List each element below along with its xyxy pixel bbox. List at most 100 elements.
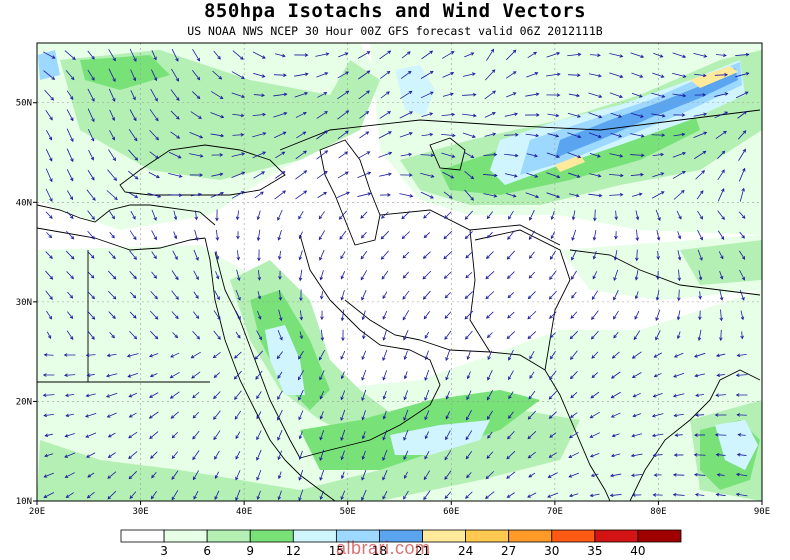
wind-vector-arrow-icon bbox=[613, 250, 618, 261]
wind-vector-arrow-icon bbox=[129, 330, 138, 340]
wind-vector-arrow-icon bbox=[85, 393, 96, 398]
wind-vector-arrow-icon bbox=[191, 371, 201, 379]
wind-vector-arrow-icon bbox=[172, 332, 179, 339]
wind-vector-arrow-icon bbox=[697, 249, 703, 261]
wind-vector-arrow-icon bbox=[589, 493, 600, 498]
wind-vector-arrow-icon bbox=[150, 88, 158, 102]
wind-vector-arrow-icon bbox=[256, 449, 262, 461]
wind-vector-arrow-icon bbox=[568, 432, 579, 439]
wind-vector-arrow-icon bbox=[277, 390, 283, 400]
isotach-band-light-blue bbox=[395, 65, 435, 115]
wind-vector-arrow-icon bbox=[529, 209, 535, 221]
wind-vector-arrow-icon bbox=[526, 172, 539, 178]
colorbar-swatch bbox=[249, 529, 294, 543]
wind-vector-arrow-icon bbox=[256, 469, 262, 481]
wind-vector-arrow-icon bbox=[672, 170, 686, 179]
colorbar-label: 24 bbox=[458, 544, 473, 558]
wind-vector-arrow-icon bbox=[151, 251, 157, 260]
wind-vector-arrow-icon bbox=[170, 89, 180, 102]
wind-vector-arrow-icon bbox=[697, 210, 703, 220]
wind-vector-arrow-icon bbox=[613, 331, 619, 339]
wind-vector-arrow-icon bbox=[504, 112, 519, 117]
wind-vector-arrow-icon bbox=[656, 229, 661, 241]
wind-vector-arrow-icon bbox=[613, 289, 619, 301]
wind-vector-arrow-icon bbox=[150, 451, 158, 459]
wind-vector-arrow-icon bbox=[315, 52, 330, 57]
wind-vector-arrow-icon bbox=[235, 289, 241, 301]
wind-vector-arrow-icon bbox=[442, 92, 454, 97]
wind-vector-arrow-icon bbox=[151, 209, 157, 221]
wind-vector-arrow-icon bbox=[318, 230, 326, 241]
wind-vector-arrow-icon bbox=[192, 48, 200, 62]
wind-vector-arrow-icon bbox=[213, 430, 221, 441]
wind-vector-arrow-icon bbox=[506, 92, 517, 98]
lon-tick-label: 30E bbox=[132, 507, 148, 517]
wind-vector-arrow-icon bbox=[441, 112, 456, 117]
wind-vector-arrow-icon bbox=[106, 373, 118, 378]
wind-vector-arrow-icon bbox=[148, 172, 160, 179]
wind-vector-arrow-icon bbox=[189, 131, 204, 139]
wind-vector-arrow-icon bbox=[129, 491, 137, 500]
wind-vector-arrow-icon bbox=[528, 230, 536, 241]
wind-vector-arrow-icon bbox=[632, 413, 642, 418]
wind-vector-arrow-icon bbox=[630, 172, 644, 177]
wind-vectors bbox=[42, 48, 750, 501]
wind-vector-arrow-icon bbox=[256, 411, 262, 420]
wind-vector-arrow-icon bbox=[547, 492, 559, 498]
wind-vector-arrow-icon bbox=[382, 449, 388, 461]
wind-vector-arrow-icon bbox=[46, 232, 53, 239]
wind-vector-arrow-icon bbox=[357, 192, 372, 197]
wind-vector-arrow-icon bbox=[361, 310, 366, 321]
wind-vector-arrow-icon bbox=[358, 70, 371, 80]
watermark: albrari.com bbox=[336, 538, 431, 558]
coastline-red-sea-west bbox=[204, 237, 286, 461]
wind-vector-arrow-icon bbox=[46, 130, 52, 141]
colorbar-label: 9 bbox=[246, 544, 254, 558]
wind-vector-arrow-icon bbox=[717, 169, 725, 181]
wind-vector-arrow-icon bbox=[567, 152, 582, 159]
wind-vector-arrow-icon bbox=[506, 450, 516, 460]
lat-tick-label: 20N bbox=[16, 397, 32, 407]
wind-vector-arrow-icon bbox=[171, 48, 179, 62]
wind-vector-arrow-icon bbox=[735, 91, 749, 99]
wind-vector-arrow-icon bbox=[360, 270, 368, 281]
wind-vector-arrow-icon bbox=[719, 289, 724, 301]
wind-vector-arrow-icon bbox=[232, 113, 245, 118]
wind-vector-arrow-icon bbox=[320, 291, 324, 300]
colorbar-swatch bbox=[465, 529, 510, 543]
coastline-north-africa bbox=[37, 227, 206, 251]
wind-vector-arrow-icon bbox=[189, 153, 204, 158]
wind-vector-arrow-icon bbox=[382, 370, 388, 381]
wind-vector-arrow-icon bbox=[130, 210, 136, 220]
wind-vector-arrow-icon bbox=[252, 112, 267, 117]
wind-vector-arrow-icon bbox=[610, 453, 621, 458]
wind-vector-arrow-icon bbox=[193, 249, 199, 261]
wind-vector-arrow-icon bbox=[109, 231, 115, 239]
wind-vector-arrow-icon bbox=[651, 92, 666, 98]
wind-vector-arrow-icon bbox=[736, 353, 747, 358]
wind-vector-arrow-icon bbox=[213, 410, 221, 420]
wind-vector-arrow-icon bbox=[65, 413, 74, 418]
wind-vector-arrow-icon bbox=[106, 392, 118, 398]
wind-vector-arrow-icon bbox=[317, 92, 328, 98]
wind-vector-arrow-icon bbox=[170, 411, 179, 419]
wind-vector-arrow-icon bbox=[378, 151, 393, 158]
wind-vector-arrow-icon bbox=[443, 191, 453, 199]
wind-vector-arrow-icon bbox=[231, 71, 245, 79]
wind-vector-arrow-icon bbox=[631, 372, 642, 378]
wind-vector-arrow-icon bbox=[149, 109, 159, 122]
wind-vector-arrow-icon bbox=[715, 353, 726, 358]
wind-vector-arrow-icon bbox=[424, 389, 430, 401]
coastline-aral-sea bbox=[429, 137, 466, 171]
wind-vector-arrow-icon bbox=[506, 193, 517, 198]
wind-vector-arrow-icon bbox=[64, 373, 76, 377]
wind-vector-arrow-icon bbox=[232, 133, 245, 137]
coastline-india-west bbox=[544, 369, 611, 501]
wind-vector-arrow-icon bbox=[149, 310, 159, 320]
wind-vector-arrow-icon bbox=[485, 291, 495, 300]
wind-vector-arrow-icon bbox=[486, 311, 494, 319]
wind-vector-arrow-icon bbox=[299, 310, 304, 321]
wind-vector-arrow-icon bbox=[548, 290, 557, 300]
wind-vector-arrow-icon bbox=[108, 68, 116, 83]
wind-vector-arrow-icon bbox=[462, 92, 477, 97]
